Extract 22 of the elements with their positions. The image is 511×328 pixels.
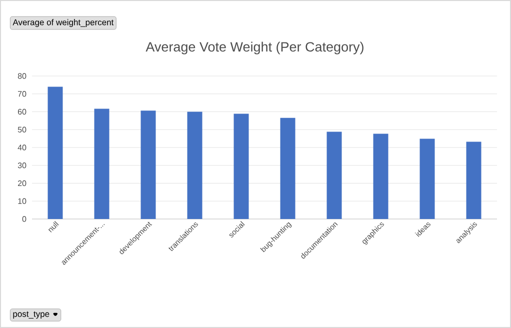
bar [140, 110, 156, 219]
y-tick-label: 50 [18, 126, 26, 132]
bar [187, 112, 202, 219]
bar [466, 142, 482, 219]
y-tick-label: 20 [18, 180, 26, 186]
y-tick-label: 0 [22, 216, 26, 222]
bar [326, 132, 342, 219]
y-tick-label: 70 [18, 91, 26, 97]
bar [420, 138, 435, 219]
y-tick-label: 40 [18, 144, 26, 150]
bar [48, 86, 63, 219]
y-tick-label: 60 [18, 108, 26, 115]
bar [373, 134, 388, 219]
y-tick-label: 80 [18, 73, 26, 79]
chart-title: Average Vote Weight (Per Category) [146, 42, 364, 54]
bar [94, 108, 110, 219]
bar [280, 118, 296, 219]
bar [234, 114, 249, 219]
text: post_type [13, 311, 50, 319]
y-tick-label: 10 [18, 198, 26, 204]
y-tick-label: 30 [18, 162, 26, 168]
text: Average of weight_percent [12, 19, 114, 27]
